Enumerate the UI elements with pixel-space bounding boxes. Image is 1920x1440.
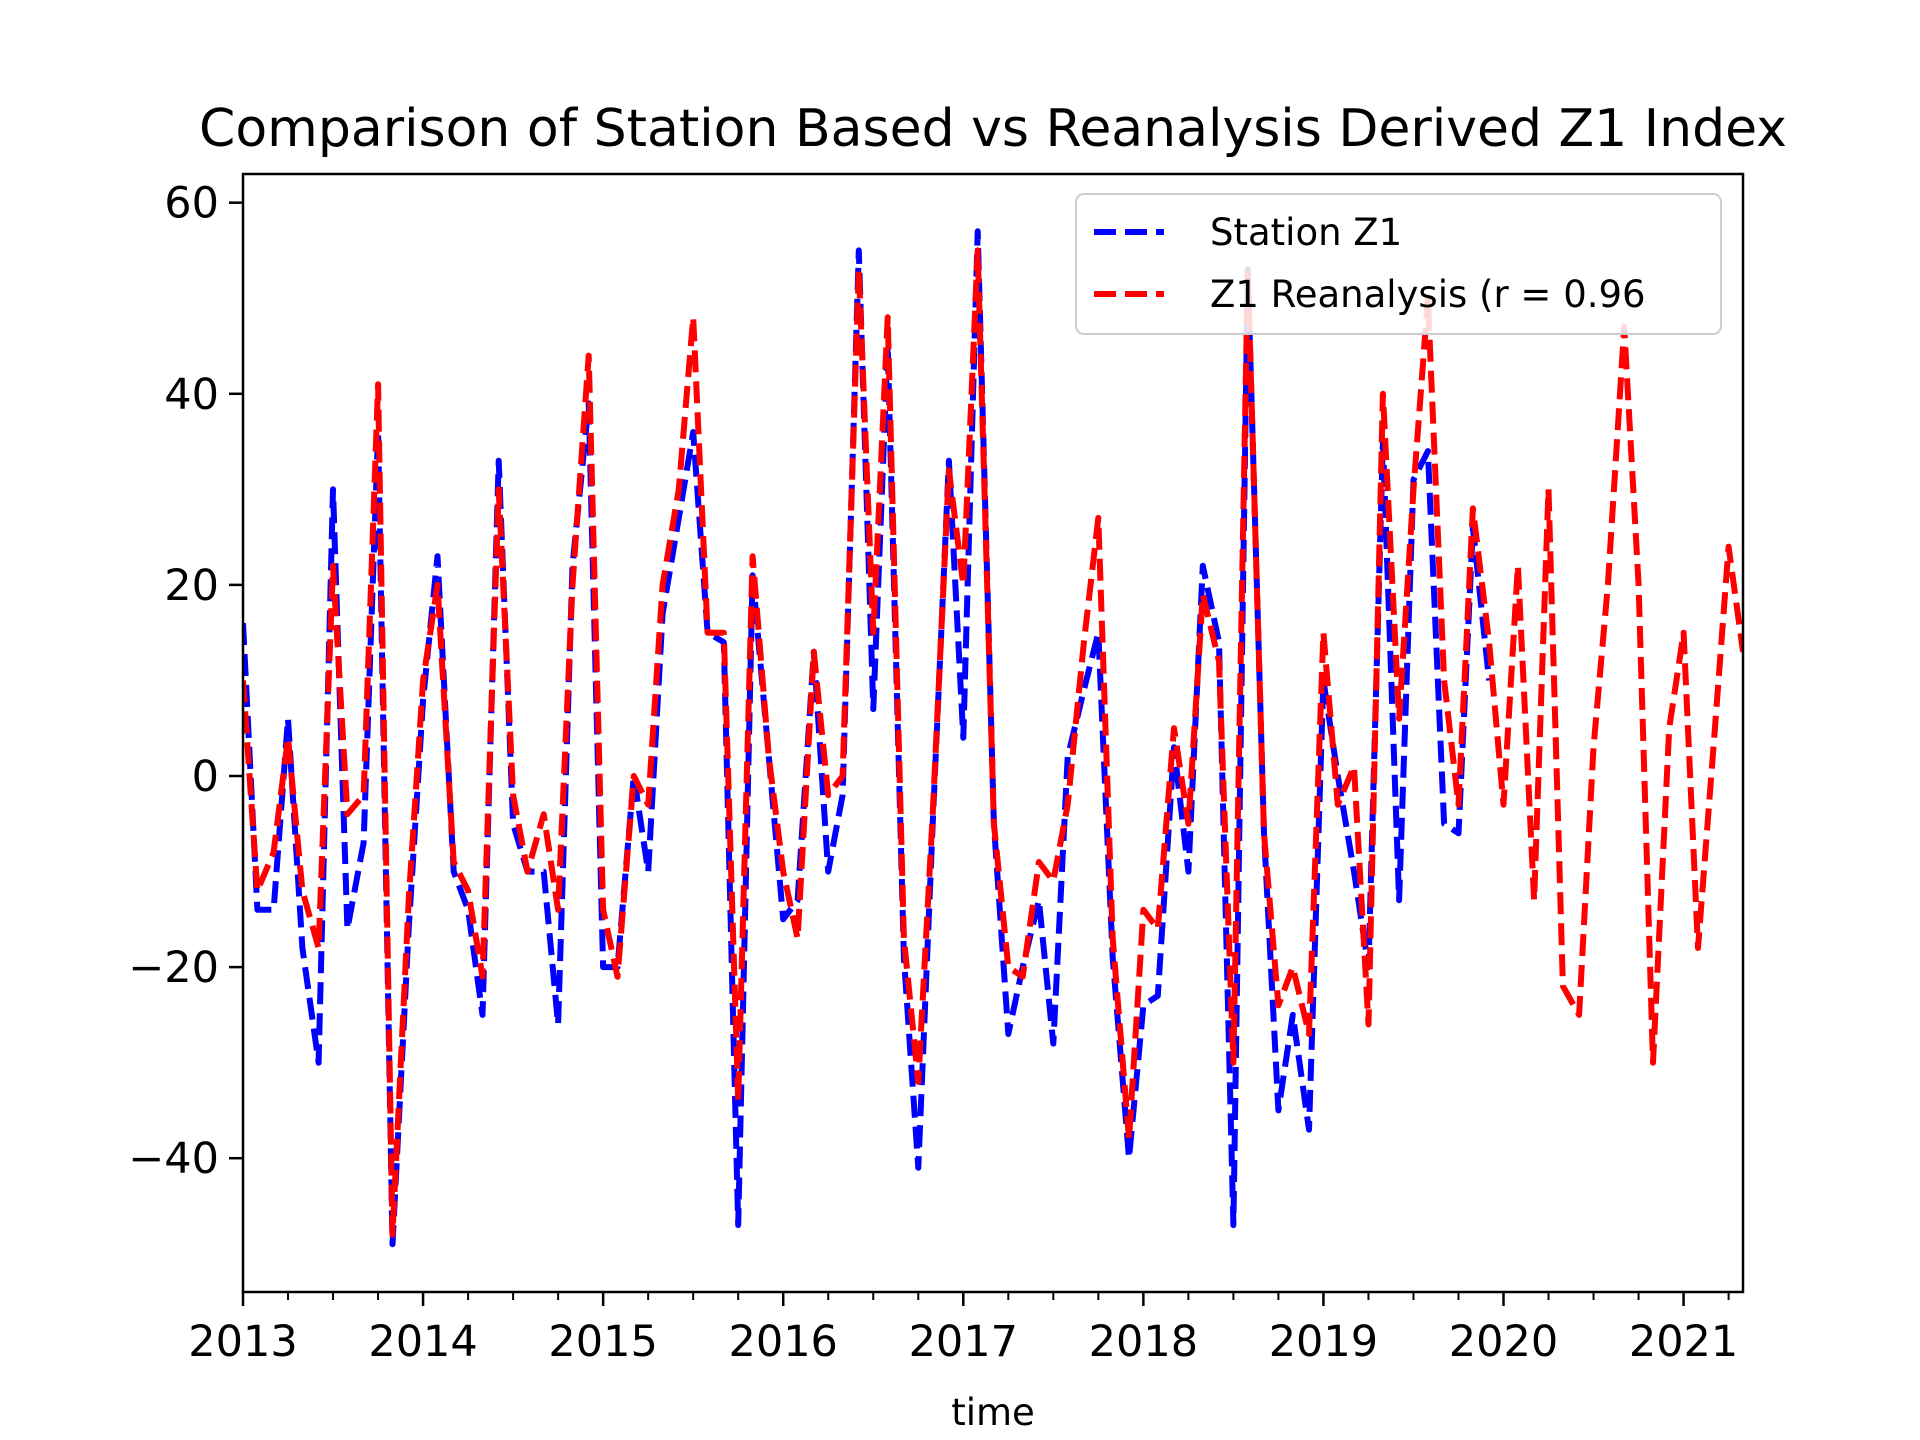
plot-area [243, 228, 1743, 1248]
x-tick-label: 2018 [1089, 1317, 1198, 1367]
axes-frame [241, 172, 1745, 1294]
y-tick-label: 60 [164, 179, 219, 229]
x-tick-label: 2019 [1269, 1317, 1378, 1367]
x-tick-label: 2015 [548, 1317, 657, 1367]
legend-box [1075, 193, 1722, 335]
legend-label-reanalysis: Z1 Reanalysis (r = 0.96 [1210, 273, 1646, 316]
y-tick-label: 40 [164, 370, 219, 420]
y-tick-label: −20 [128, 943, 219, 993]
y-tick-label: 0 [192, 752, 219, 802]
y-tick-label: −40 [128, 1134, 219, 1184]
legend-label-station: Station Z1 [1210, 211, 1402, 254]
legend: Station Z1 Z1 Reanalysis (r = 0.96 [1075, 193, 1722, 335]
x-tick-label: 2021 [1629, 1317, 1738, 1367]
x-tick-label: 2016 [728, 1317, 837, 1367]
chart-title: Comparison of Station Based vs Reanalysi… [199, 99, 1787, 159]
series-line-reanalysis [243, 247, 1743, 1238]
x-tick-label: 2014 [368, 1317, 477, 1367]
y-tick-label: 20 [164, 561, 219, 611]
x-tick-label: 2017 [909, 1317, 1018, 1367]
y-axis: −40 −20 0 20 40 60 [128, 179, 243, 1184]
x-tick-label: 2020 [1449, 1317, 1558, 1367]
x-tick-label: 2013 [188, 1317, 297, 1367]
x-axis-label: time [951, 1391, 1035, 1434]
x-axis: 2013 2014 2015 2016 2017 2018 2019 2020 2021 [188, 1292, 1738, 1367]
